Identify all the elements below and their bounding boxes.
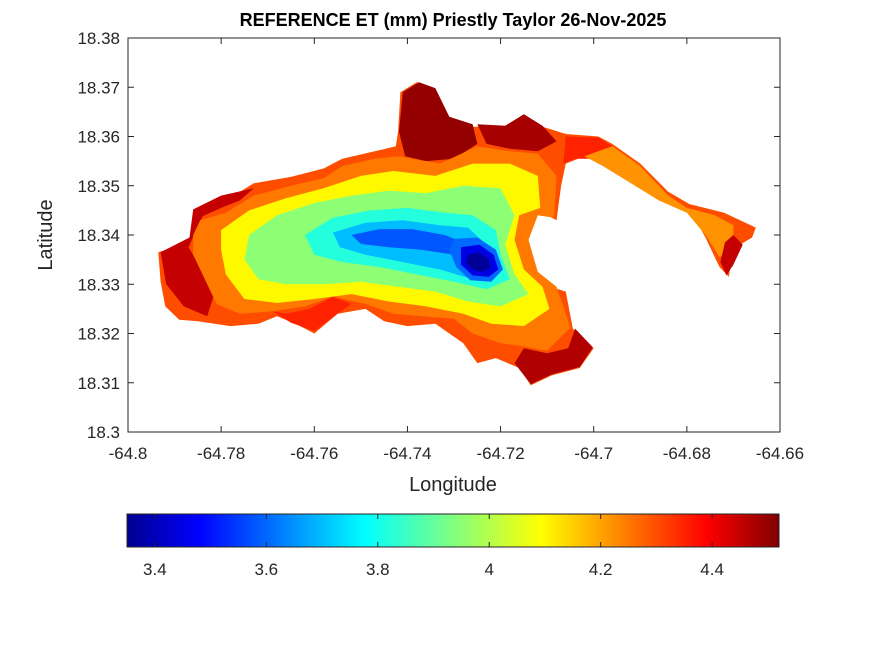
y-tick-label: 18.36: [77, 128, 120, 147]
y-tick-label: 18.34: [77, 226, 120, 245]
x-tick-label: -64.74: [383, 444, 431, 463]
x-tick-label: -64.72: [476, 444, 524, 463]
y-axis-label: Latitude: [35, 199, 57, 270]
colorbar-tick-label: 3.4: [143, 560, 167, 579]
chart-title: REFERENCE ET (mm) Priestly Taylor 26-Nov…: [240, 10, 667, 30]
contour-level-5: [272, 296, 352, 331]
colorbar-ticks: 3.4 3.6 3.8 4 4.2 4.4: [143, 514, 724, 579]
x-axis: -64.8 -64.78 -64.76 -64.74 -64.72 -64.7 -64.68…: [109, 38, 804, 463]
colorbar-tick-label: 4.2: [589, 560, 613, 579]
contour-level-15: [584, 146, 734, 258]
y-tick-label: 18.31: [77, 374, 120, 393]
y-tick-label: 18.35: [77, 177, 120, 196]
y-tick-label: 18.32: [77, 325, 120, 344]
x-tick-label: -64.68: [663, 444, 711, 463]
x-tick-label: -64.78: [197, 444, 245, 463]
y-tick-label: 18.37: [77, 78, 120, 97]
contour-level-11: [351, 229, 464, 255]
x-tick-label: -64.66: [756, 444, 804, 463]
x-tick-label: -64.7: [574, 444, 613, 463]
x-tick-label: -64.76: [290, 444, 338, 463]
y-tick-label: 18.33: [77, 275, 120, 294]
contour-level-2: [477, 114, 557, 152]
colorbar-tick-label: 4.4: [700, 560, 724, 579]
colorbar-tick-label: 4: [484, 560, 493, 579]
contour-level-3: [514, 328, 593, 385]
y-tick-label: 18.3: [87, 423, 120, 442]
y-axis: 18.3 18.31 18.32 18.33 18.34 18.35 18.36 18.37 1…: [77, 29, 780, 442]
colorbar: [126, 513, 780, 548]
contour-level-14: [465, 252, 491, 272]
contour-level-0: [160, 188, 254, 317]
colorbar-tick-label: 3.6: [254, 560, 278, 579]
et-contour-map: [158, 82, 756, 386]
colorbar-tick-label: 3.8: [366, 560, 390, 579]
x-tick-label: -64.8: [109, 444, 148, 463]
y-tick-label: 18.38: [77, 29, 120, 48]
contour-level-16: [720, 235, 743, 276]
x-axis-label: Longitude: [409, 474, 497, 496]
contour-level-1: [399, 82, 478, 162]
